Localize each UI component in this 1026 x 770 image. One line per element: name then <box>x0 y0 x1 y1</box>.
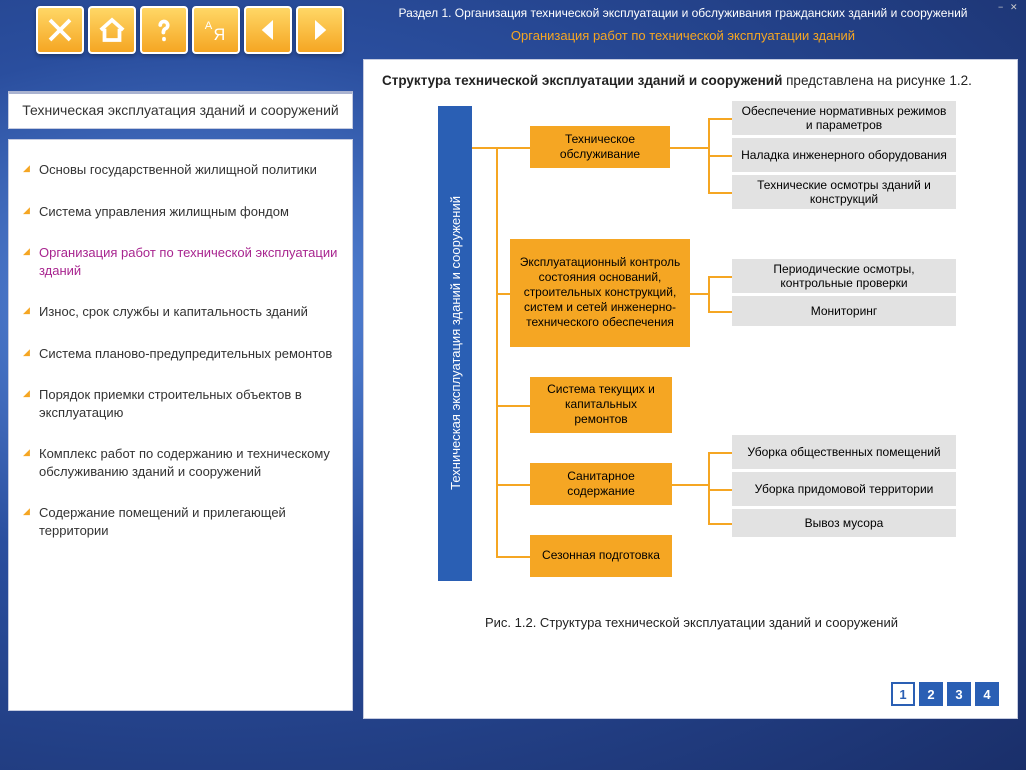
sidebar-list: Основы государственной жилищной политики… <box>8 139 353 711</box>
sidebar-item-0[interactable]: Основы государственной жилищной политики <box>23 152 342 188</box>
next-button[interactable] <box>296 6 344 54</box>
diagram-box-g4: Периодические осмотры, контрольные прове… <box>732 259 956 293</box>
conn-og-s-1-1 <box>708 311 732 313</box>
sidebar-item-4[interactable]: Система планово-предупредительных ремонт… <box>23 336 342 372</box>
diagram-box-g8: Вывоз мусора <box>732 509 956 537</box>
conn-og-v-2 <box>708 452 710 523</box>
conn-og-s-0-0 <box>708 118 732 120</box>
svg-text:Я: Я <box>214 26 226 44</box>
conn-og-h-0 <box>670 147 708 149</box>
page-2[interactable]: 2 <box>919 682 943 706</box>
conn-og-s-2-0 <box>708 452 732 454</box>
pager: 1234 <box>891 682 999 706</box>
figure-caption: Рис. 1.2. Структура технической эксплуат… <box>382 615 1001 630</box>
conn-og-s-0-2 <box>708 192 732 194</box>
conn-to-orange-3 <box>496 484 530 486</box>
diagram-box-g1: Обеспечение нормативных режимов и параме… <box>732 101 956 135</box>
conn-og-s-1-0 <box>708 276 732 278</box>
help-button[interactable] <box>140 6 188 54</box>
conn-og-h-1 <box>690 293 708 295</box>
sidebar-title: Техническая эксплуатация зданий и сооруж… <box>8 91 353 129</box>
page-1[interactable]: 1 <box>891 682 915 706</box>
sidebar: Техническая эксплуатация зданий и сооруж… <box>8 59 353 719</box>
diagram-box-g6: Уборка общественных помещений <box>732 435 956 469</box>
diagram-box-sanitary: Санитарное содержание <box>530 463 672 505</box>
sidebar-item-2[interactable]: Организация работ по технической эксплуа… <box>23 235 342 288</box>
page-3[interactable]: 3 <box>947 682 971 706</box>
diagram-box-repairs: Система текущих и капитальных ремонтов <box>530 377 672 433</box>
sidebar-item-3[interactable]: Износ, срок службы и капитальность здани… <box>23 294 342 330</box>
intro-rest: представлена на рисунке 1.2. <box>782 73 971 88</box>
home-button[interactable] <box>88 6 136 54</box>
conn-og-s-0-1 <box>708 155 732 157</box>
sidebar-item-6[interactable]: Комплекс работ по содержанию и техническ… <box>23 436 342 489</box>
conn-trunk <box>496 147 498 556</box>
sidebar-item-7[interactable]: Содержание помещений и прилегающей терри… <box>23 495 342 548</box>
conn-left <box>472 147 496 149</box>
diagram-box-g2: Наладка инженерного оборудования <box>732 138 956 172</box>
diagram-box-tech_service: Техническое обслуживание <box>530 126 670 168</box>
lang-button[interactable]: АЯ <box>192 6 240 54</box>
conn-to-orange-4 <box>496 556 530 558</box>
diagram-box-seasonal: Сезонная подготовка <box>530 535 672 577</box>
page-4[interactable]: 4 <box>975 682 999 706</box>
prev-button[interactable] <box>244 6 292 54</box>
vertical-bar-label: Техническая эксплуатация зданий и сооруж… <box>448 196 463 490</box>
conn-to-orange-0 <box>496 147 530 149</box>
structure-diagram: Техническая эксплуатация зданий и сооруж… <box>392 101 1001 611</box>
conn-to-orange-2 <box>496 405 530 407</box>
conn-og-h-2 <box>672 484 708 486</box>
svg-text:А: А <box>205 20 213 32</box>
diagram-box-g5: Мониторинг <box>732 296 956 326</box>
diagram-box-g7: Уборка придомовой территории <box>732 472 956 506</box>
diagram-vertical-bar: Техническая эксплуатация зданий и сооруж… <box>438 106 472 581</box>
conn-og-s-2-2 <box>708 523 732 525</box>
conn-og-s-2-1 <box>708 489 732 491</box>
sidebar-item-5[interactable]: Порядок приемки строительных объектов в … <box>23 377 342 430</box>
content-panel: Структура технической эксплуатации здани… <box>363 59 1018 719</box>
diagram-box-g3: Технические осмотры зданий и конструкций <box>732 175 956 209</box>
close-button[interactable] <box>36 6 84 54</box>
diagram-box-control: Эксплуатационный контроль состояния осно… <box>510 239 690 347</box>
content-intro: Структура технической эксплуатации здани… <box>382 72 1001 91</box>
intro-bold: Структура технической эксплуатации здани… <box>382 73 782 88</box>
conn-og-v-1 <box>708 276 710 311</box>
toolbar: АЯ <box>36 6 344 54</box>
sidebar-item-1[interactable]: Система управления жилищным фондом <box>23 194 342 230</box>
